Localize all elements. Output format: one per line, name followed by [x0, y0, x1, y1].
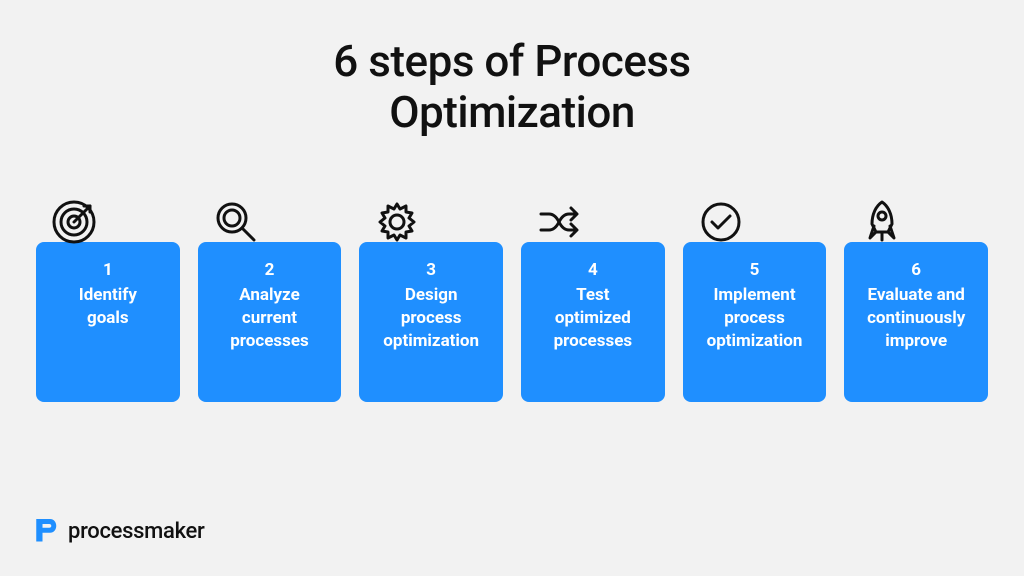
check-circle-icon [695, 196, 747, 248]
step-5: 5 Implement process optimization [683, 242, 827, 402]
step-card: 4 Test optimized processes [521, 242, 665, 402]
step-label: Test optimized processes [554, 284, 633, 353]
step-1: 1 Identify goals [36, 242, 180, 402]
step-number: 4 [588, 260, 598, 280]
brand-mark-icon [30, 514, 60, 548]
step-number: 3 [426, 260, 436, 280]
step-6: 6 Evaluate and continuously improve [844, 242, 988, 402]
step-card: 1 Identify goals [36, 242, 180, 402]
step-number: 2 [265, 260, 275, 280]
brand-name: processmaker [68, 519, 205, 544]
step-number: 6 [911, 260, 921, 280]
rocket-icon [856, 196, 908, 248]
step-label: Design process optimization [383, 284, 479, 353]
steps-row: 1 Identify goals 2 Analyze current proce… [36, 242, 988, 402]
step-4: 4 Test optimized processes [521, 242, 665, 402]
step-number: 1 [103, 260, 113, 280]
shuffle-icon [533, 196, 585, 248]
gear-icon [371, 196, 423, 248]
step-card: 3 Design process optimization [359, 242, 503, 402]
page-title: 6 steps of Process Optimization [0, 36, 1024, 137]
brand-logo: processmaker [30, 514, 205, 548]
infographic-page: 6 steps of Process Optimization 1 Identi… [0, 0, 1024, 576]
magnifier-icon [210, 196, 262, 248]
step-2: 2 Analyze current processes [198, 242, 342, 402]
step-label: Analyze current processes [230, 284, 309, 353]
step-card: 6 Evaluate and continuously improve [844, 242, 988, 402]
step-label: Evaluate and continuously improve [867, 284, 965, 353]
step-label: Identify goals [79, 284, 137, 330]
step-card: 5 Implement process optimization [683, 242, 827, 402]
target-icon [48, 196, 100, 248]
step-card: 2 Analyze current processes [198, 242, 342, 402]
step-label: Implement process optimization [707, 284, 803, 353]
step-number: 5 [750, 260, 760, 280]
step-3: 3 Design process optimization [359, 242, 503, 402]
